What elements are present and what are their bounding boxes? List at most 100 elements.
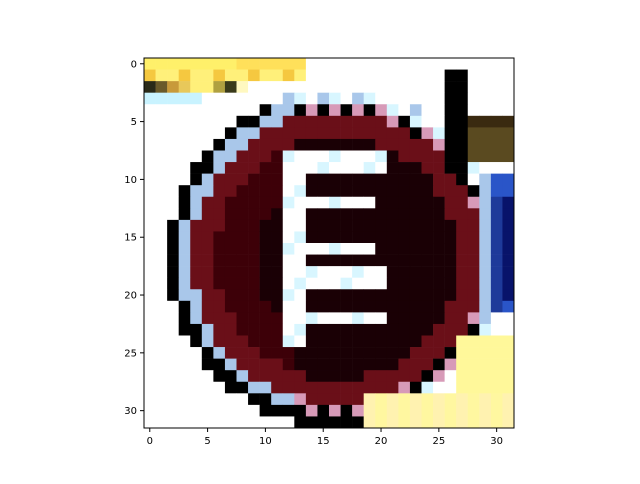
image-pixel: [409, 219, 422, 232]
image-pixel: [236, 69, 249, 82]
image-pixel: [363, 162, 376, 174]
image-pixel: [248, 277, 260, 290]
image-pixel: [155, 370, 168, 383]
image-pixel: [213, 312, 226, 325]
y-tick-label: 20: [124, 291, 137, 302]
image-pixel: [305, 208, 318, 221]
image-pixel: [144, 162, 156, 174]
image-pixel: [363, 393, 376, 406]
image-pixel: [178, 312, 191, 325]
image-pixel: [155, 416, 168, 429]
image-pixel: [144, 69, 156, 82]
image-pixel: [398, 104, 411, 117]
image-pixel: [236, 266, 249, 278]
image-pixel: [248, 115, 260, 128]
image-pixel: [236, 173, 249, 186]
image-pixel: [409, 266, 422, 278]
image-pixel: [409, 254, 422, 267]
image-pixel: [259, 277, 272, 290]
image-pixel: [433, 162, 445, 174]
image-pixel: [456, 300, 469, 313]
image-pixel: [363, 138, 376, 151]
image-pixel: [409, 104, 422, 117]
image-pixel: [398, 115, 411, 128]
image-pixel: [386, 185, 399, 198]
image-pixel: [386, 173, 399, 186]
image-pixel: [190, 162, 203, 174]
image-pixel: [340, 404, 353, 417]
image-pixel: [398, 150, 411, 163]
image-pixel: [190, 115, 203, 128]
image-pixel: [305, 138, 318, 151]
image-pixel: [502, 358, 515, 371]
image-pixel: [201, 323, 214, 336]
image-pixel: [144, 323, 156, 336]
image-pixel: [248, 300, 260, 313]
image-pixel: [329, 370, 341, 383]
image-pixel: [421, 300, 434, 313]
image-pixel: [375, 92, 388, 105]
image-pixel: [224, 104, 237, 117]
image-pixel: [352, 289, 364, 302]
image-pixel: [271, 335, 284, 348]
x-tick-label: 15: [317, 436, 330, 447]
image-pixel: [305, 81, 318, 93]
image-pixel: [456, 81, 469, 93]
image-pixel: [305, 254, 318, 267]
image-pixel: [363, 231, 376, 244]
image-pixel: [167, 208, 179, 221]
image-pixel: [224, 381, 237, 394]
image-pixel: [294, 219, 307, 232]
image-pixel: [201, 185, 214, 198]
image-pixel: [433, 58, 445, 70]
image-pixel: [479, 358, 492, 371]
image-pixel: [479, 173, 492, 186]
image-pixel: [236, 370, 249, 383]
image-pixel: [352, 208, 364, 221]
image-pixel: [479, 416, 492, 429]
image-pixel: [201, 162, 214, 174]
image-pixel: [305, 404, 318, 417]
image-pixel: [224, 92, 237, 105]
image-pixel: [317, 219, 330, 232]
image-pixel: [317, 381, 330, 394]
image-pixel: [178, 254, 191, 267]
image-pixel: [259, 347, 272, 359]
image-pixel: [178, 393, 191, 406]
image-pixel: [409, 243, 422, 255]
image-pixel: [444, 266, 457, 278]
image-pixel: [271, 312, 284, 325]
image-pixel: [190, 150, 203, 163]
image-pixel: [352, 81, 364, 93]
image-pixel: [294, 138, 307, 151]
image-pixel: [467, 370, 480, 383]
image-pixel: [155, 138, 168, 151]
image-pixel: [409, 92, 422, 105]
image-pixel: [236, 243, 249, 255]
image-pixel: [444, 92, 457, 105]
image-pixel: [433, 323, 445, 336]
image-pixel: [386, 243, 399, 255]
image-pixel: [444, 104, 457, 117]
image-pixel: [167, 393, 179, 406]
image-pixel: [317, 196, 330, 209]
image-pixel: [352, 138, 364, 151]
image-pixel: [259, 404, 272, 417]
image-pixel: [155, 231, 168, 244]
x-tick-label: 25: [432, 436, 445, 447]
image-pixel: [421, 162, 434, 174]
image-pixel: [317, 289, 330, 302]
image-pixel: [421, 277, 434, 290]
image-pixel: [421, 69, 434, 82]
image-pixel: [467, 150, 480, 163]
image-pixel: [340, 92, 353, 105]
image-pixel: [213, 115, 226, 128]
image-pixel: [271, 393, 284, 406]
y-tick-label: 0: [131, 59, 137, 70]
image-pixel: [294, 185, 307, 198]
image-pixel: [375, 370, 388, 383]
image-pixel: [144, 347, 156, 359]
image-pixel: [190, 208, 203, 221]
image-pixel: [386, 219, 399, 232]
image-pixel: [456, 219, 469, 232]
